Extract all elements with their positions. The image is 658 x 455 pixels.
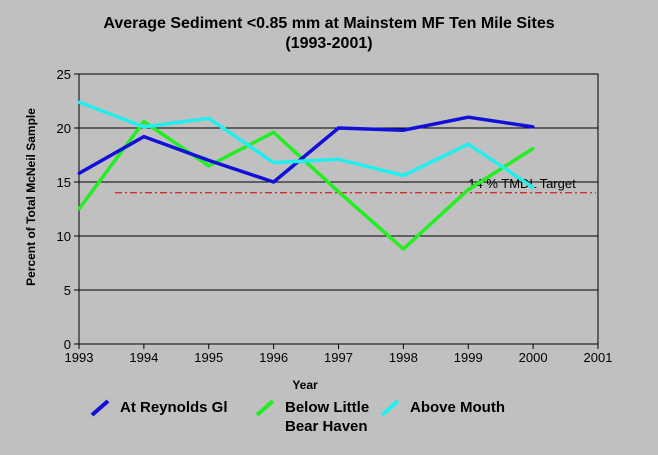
data-point-below-little-bear-haven-1995 [207,164,211,168]
data-point-above-mouth-1999 [466,142,470,146]
x-tick-label-2000: 2000 [519,350,548,365]
data-point-above-mouth-1994 [142,125,146,129]
y-axis-label: Percent of Total McNeil Sample [24,108,38,286]
data-point-at-reynolds-gl-1995 [207,158,211,162]
y-tick-label-15: 15 [57,175,71,190]
data-point-above-mouth-1993 [77,100,81,104]
y-tick-label-20: 20 [57,121,71,136]
data-point-at-reynolds-gl-1994 [142,135,146,139]
y-tick-label-5: 5 [64,283,71,298]
chart-title-line-2: (1993-2001) [285,35,373,52]
data-point-below-little-bear-haven-1996 [272,130,276,134]
y-axis-ticks: 0 5 10 15 20 25 [57,67,79,352]
y-tick-label-0: 0 [64,337,71,352]
legend-label-below-little-bear-haven: Below Little Bear Haven [285,399,370,435]
data-point-at-reynolds-gl-1993 [77,171,81,175]
chart-title: Average Sediment <0.85 mm at Mainstem MF… [0,14,658,54]
data-point-at-reynolds-gl-1998 [401,128,405,132]
x-tick-label-1997: 1997 [324,350,353,365]
x-tick-label-1998: 1998 [389,350,418,365]
x-tick-label-1996: 1996 [259,350,288,365]
x-tick-label-2001: 2001 [584,350,613,365]
data-point-below-little-bear-haven-1998 [401,247,405,251]
data-point-above-mouth-2000 [531,185,535,189]
legend-swatch-at-reynolds-gl [90,399,110,417]
chart-title-line-1: Average Sediment <0.85 mm at Mainstem MF… [103,15,555,32]
legend-label-at-reynolds-gl: At Reynolds Gl [120,399,228,416]
data-point-above-mouth-1997 [337,157,340,161]
data-point-above-mouth-1996 [272,161,276,165]
data-point-at-reynolds-gl-1996 [272,180,276,184]
x-tick-label-1993: 1993 [65,350,94,365]
legend-item-above-mouth: Above Mouth [378,398,505,418]
x-axis-label: Year [292,378,318,392]
data-point-at-reynolds-gl-2000 [531,125,535,129]
legend-swatch-below-little-bear-haven [255,399,275,417]
y-tick-label-25: 25 [57,67,71,82]
data-point-below-little-bear-haven-2000 [531,147,535,151]
target-line-label: 14 % TMDL Target [468,176,576,191]
data-point-above-mouth-1998 [401,174,405,178]
data-point-below-little-bear-haven-1997 [337,190,340,194]
y-tick-label-10: 10 [57,229,71,244]
plot-area [78,73,599,345]
x-tick-label-1995: 1995 [194,350,223,365]
legend: At Reynolds Gl Below Little Bear Haven A… [88,398,628,448]
x-tick-label-1999: 1999 [454,350,483,365]
target-line-group: 14 % TMDL Target [115,176,596,194]
legend-label-above-mouth: Above Mouth [410,399,505,416]
series-line-above-mouth [78,100,535,189]
data-point-at-reynolds-gl-1999 [466,115,470,119]
grid-lines [79,127,598,291]
data-point-at-reynolds-gl-1997 [337,126,340,130]
legend-item-below-little-bear-haven: Below Little Bear Haven [253,398,369,436]
legend-item-at-reynolds-gl: At Reynolds Gl [88,398,228,418]
x-axis-ticks: 1993 1994 1995 1996 1997 1998 1999 2000 2001 [65,344,613,365]
x-tick-label-1994: 1994 [129,350,158,365]
data-point-below-little-bear-haven-1994 [142,120,146,124]
series-lines [77,100,535,251]
data-point-below-little-bear-haven-1993 [77,207,81,211]
data-point-below-little-bear-haven-1999 [466,188,470,192]
legend-swatch-above-mouth [380,399,400,417]
series-line-at-reynolds-gl [78,115,534,184]
data-point-above-mouth-1995 [207,116,211,120]
